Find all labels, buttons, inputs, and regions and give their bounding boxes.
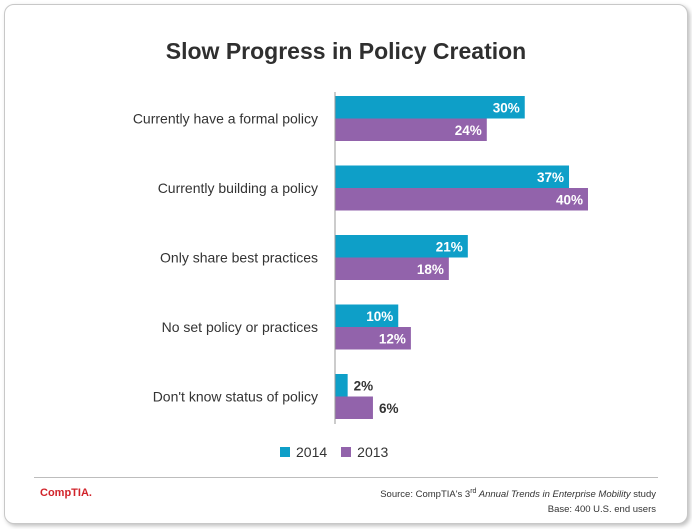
legend-item-2014: 2014 (280, 444, 327, 460)
base-line: Base: 400 U.S. end users (547, 504, 656, 516)
data-label-2014-4: 10% (366, 309, 393, 324)
chart-title: Slow Progress in Policy Creation (165, 38, 527, 64)
legend-item-2013: 2013 (341, 444, 388, 460)
legend-swatch-2014 (280, 447, 290, 457)
category-label: Currently building a policy (158, 180, 318, 196)
bar-2013-3 (335, 257, 449, 280)
data-label-2013-3: 18% (417, 262, 444, 277)
data-label-2013-4: 12% (379, 331, 406, 346)
data-label-2013-1: 24% (455, 123, 482, 138)
data-label-2014-1: 30% (493, 100, 520, 115)
bar-2013-4 (335, 327, 411, 350)
data-label-2014-3: 21% (436, 239, 463, 254)
source-line: Source: CompTIA's 3rd Annual Trends in E… (380, 488, 656, 501)
bar-2014-4 (335, 304, 399, 327)
bar-2014-3 (335, 235, 468, 258)
bar-2013-5 (335, 396, 373, 419)
category-label: Currently have a formal policy (133, 111, 318, 127)
data-label-2013-5: 6% (379, 401, 399, 416)
category-label: Only share best practices (160, 250, 318, 266)
data-label-2014-5: 2% (354, 378, 374, 393)
legend-label-2013: 2013 (357, 444, 389, 460)
comptia-logo: CompTIA. (40, 487, 92, 499)
category-label: No set policy or practices (162, 319, 318, 335)
legend-label-2014: 2014 (296, 444, 328, 460)
bar-2013-2 (335, 188, 588, 211)
bar-2014-2 (335, 165, 570, 188)
category-label: Don't know status of policy (153, 389, 318, 405)
bar-2014-1 (335, 96, 525, 119)
data-label-2014-2: 37% (537, 170, 564, 185)
data-label-2013-2: 40% (556, 192, 583, 207)
legend-swatch-2013 (341, 447, 352, 457)
bar-2014-5 (335, 374, 348, 397)
footer-divider (34, 477, 658, 478)
legend: 2014 2013 (280, 444, 388, 460)
source-note: Source: CompTIA's 3rd Annual Trends in E… (380, 484, 656, 517)
bar-2013-1 (335, 118, 487, 141)
